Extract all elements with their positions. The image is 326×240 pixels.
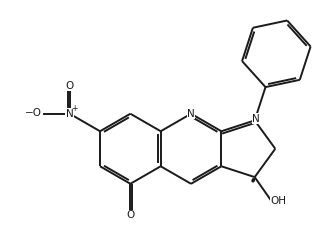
Text: +: + (71, 104, 78, 113)
Text: O: O (126, 210, 135, 220)
Text: N: N (66, 109, 74, 119)
Text: −O: −O (25, 108, 42, 118)
Text: N: N (252, 114, 260, 124)
Text: OH: OH (271, 196, 287, 206)
Text: O: O (66, 81, 74, 91)
Text: N: N (187, 109, 195, 119)
